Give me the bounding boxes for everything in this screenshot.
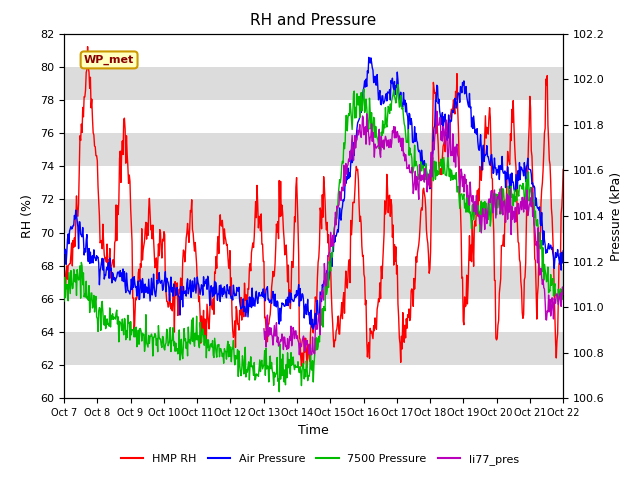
Bar [64,365,563,398]
Bar [64,133,563,166]
X-axis label: Time: Time [298,424,329,437]
Bar [64,199,563,233]
Bar [64,100,563,133]
Title: RH and Pressure: RH and Pressure [250,13,377,28]
Legend: HMP RH, Air Pressure, 7500 Pressure, li77_pres: HMP RH, Air Pressure, 7500 Pressure, li7… [116,450,524,469]
Bar [64,266,563,299]
Bar [64,299,563,332]
Bar [64,233,563,266]
Y-axis label: RH (%): RH (%) [22,194,35,238]
Y-axis label: Pressure (kPa): Pressure (kPa) [611,171,623,261]
Bar [64,166,563,199]
Bar [64,67,563,100]
Bar [64,34,563,67]
Text: WP_met: WP_met [84,55,134,65]
Bar [64,332,563,365]
